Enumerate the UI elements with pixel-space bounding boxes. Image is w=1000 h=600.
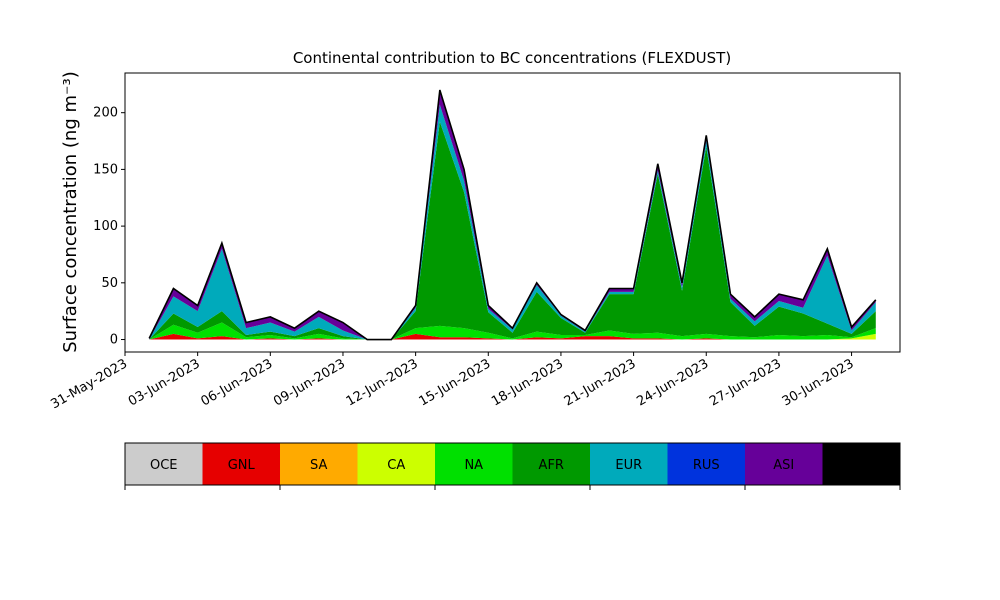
plot-frame [124, 72, 901, 353]
legend-swatch [822, 443, 900, 485]
plot-area [148, 89, 877, 341]
legend-label: OCE [150, 458, 178, 473]
x-tick-label: 09-Jun-2023 [271, 356, 348, 409]
x-tick-label: 15-Jun-2023 [416, 356, 493, 409]
legend-swatch [745, 443, 823, 485]
area-aus [149, 90, 876, 340]
total-outline [148, 89, 877, 341]
legend-swatch [357, 443, 435, 485]
legend-label: AUS [848, 458, 875, 473]
x-tick-label: 12-Jun-2023 [344, 356, 421, 409]
legend-label: AFR [539, 458, 564, 473]
legend-swatch [667, 443, 745, 485]
legend-label: GNL [228, 458, 256, 473]
y-tick-label: 50 [101, 276, 118, 291]
legend-label: NA [464, 458, 483, 473]
y-tick-label: 100 [93, 219, 118, 234]
area-asi [149, 90, 876, 340]
legend-swatch [590, 443, 668, 485]
area-eur [149, 104, 876, 340]
legend-frame [124, 442, 901, 486]
area-rus [149, 104, 876, 340]
y-tick-label: 150 [93, 162, 118, 177]
legend-label: RUS [693, 458, 720, 473]
legend-label: SA [310, 458, 327, 473]
x-tick-label: 24-Jun-2023 [634, 356, 711, 409]
legend-swatch [512, 443, 590, 485]
legend-swatch [280, 443, 358, 485]
legend-swatch [202, 443, 280, 485]
x-tick-label: 18-Jun-2023 [489, 356, 566, 409]
chart-title: Continental contribution to BC concentra… [293, 49, 731, 67]
legend-label: ASI [773, 458, 794, 473]
x-tick-label: 27-Jun-2023 [707, 356, 784, 409]
x-tick-label: 30-Jun-2023 [780, 356, 857, 409]
area-gnl [149, 333, 876, 340]
legend-swatch [435, 443, 513, 485]
area-na [149, 322, 876, 340]
colorbar-legend: OCE GNL SA CA NA AFR EUR RUS ASI AUS [124, 442, 901, 490]
y-tick-label: 0 [110, 333, 118, 348]
y-axis-label: Surface concentration (ng m⁻³) [60, 71, 81, 353]
x-tick-label: 21-Jun-2023 [562, 356, 639, 409]
x-tick-label: 31-May-2023 [48, 356, 130, 412]
y-tick-label: 200 [93, 106, 118, 121]
x-tick-label: 03-Jun-2023 [126, 356, 203, 409]
legend-label: EUR [615, 458, 642, 473]
legend-label: CA [387, 458, 405, 473]
legend-swatch [125, 443, 203, 485]
x-tick-label: 06-Jun-2023 [198, 356, 275, 409]
area-afr [149, 121, 876, 340]
